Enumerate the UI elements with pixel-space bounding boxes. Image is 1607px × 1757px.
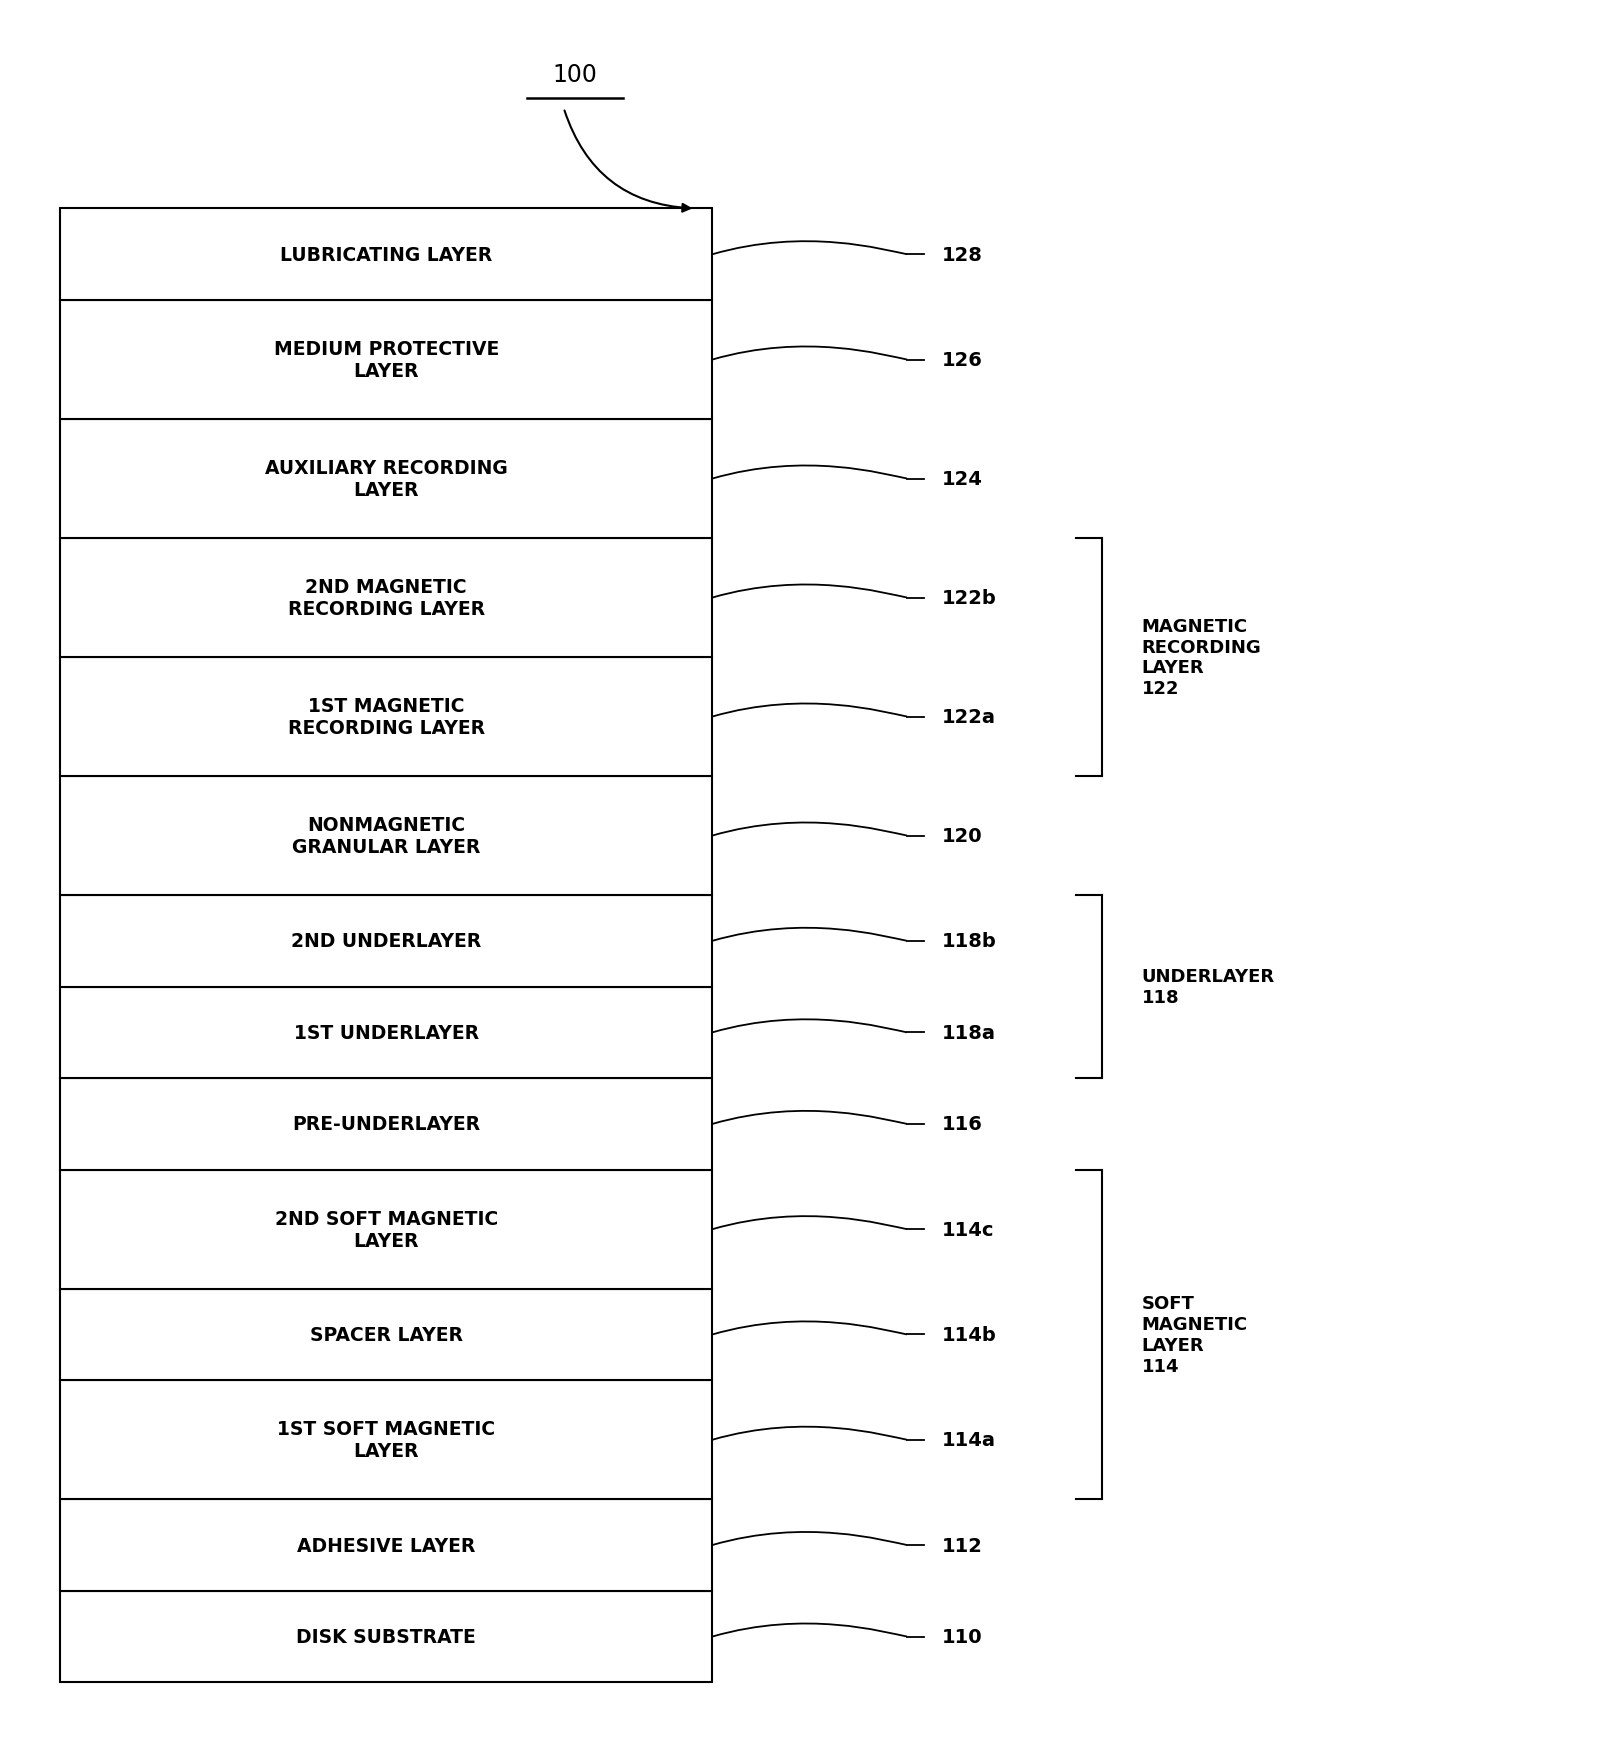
Bar — [59, 777, 712, 896]
Bar — [59, 987, 712, 1079]
Bar — [59, 1170, 712, 1290]
Text: MEDIUM PROTECTIVE
LAYER: MEDIUM PROTECTIVE LAYER — [273, 339, 498, 381]
Bar — [59, 657, 712, 777]
Bar — [59, 1290, 712, 1381]
Bar — [59, 1381, 712, 1499]
Text: 118a: 118a — [940, 1023, 995, 1042]
Text: 114c: 114c — [940, 1219, 993, 1239]
Text: 120: 120 — [940, 826, 982, 845]
Bar — [59, 300, 712, 420]
Text: 110: 110 — [940, 1627, 982, 1646]
Bar — [59, 896, 712, 987]
Text: 112: 112 — [940, 1536, 982, 1555]
Text: 2ND SOFT MAGNETIC
LAYER: 2ND SOFT MAGNETIC LAYER — [275, 1209, 498, 1249]
Text: 114a: 114a — [940, 1430, 995, 1450]
Text: SPACER LAYER: SPACER LAYER — [310, 1325, 463, 1344]
Text: 126: 126 — [940, 351, 982, 369]
Text: UNDERLAYER
118: UNDERLAYER 118 — [1141, 968, 1274, 1007]
Text: 124: 124 — [940, 469, 982, 488]
Bar — [59, 1499, 712, 1590]
Bar — [59, 1079, 712, 1170]
Text: 1ST MAGNETIC
RECORDING LAYER: 1ST MAGNETIC RECORDING LAYER — [288, 696, 484, 738]
Text: NONMAGNETIC
GRANULAR LAYER: NONMAGNETIC GRANULAR LAYER — [292, 815, 480, 857]
Text: PRE-UNDERLAYER: PRE-UNDERLAYER — [292, 1114, 480, 1133]
Text: DISK SUBSTRATE: DISK SUBSTRATE — [296, 1627, 476, 1646]
Text: MAGNETIC
RECORDING
LAYER
122: MAGNETIC RECORDING LAYER 122 — [1141, 617, 1260, 698]
Text: 1ST SOFT MAGNETIC
LAYER: 1ST SOFT MAGNETIC LAYER — [276, 1420, 495, 1460]
Text: 122a: 122a — [940, 708, 995, 727]
Text: LUBRICATING LAYER: LUBRICATING LAYER — [280, 246, 492, 265]
Text: AUXILIARY RECORDING
LAYER: AUXILIARY RECORDING LAYER — [265, 459, 508, 499]
Text: 100: 100 — [553, 63, 598, 86]
Text: 122b: 122b — [940, 589, 995, 608]
Bar — [59, 209, 712, 300]
Bar — [59, 539, 712, 657]
Text: 114b: 114b — [940, 1325, 995, 1344]
Text: ADHESIVE LAYER: ADHESIVE LAYER — [297, 1536, 476, 1555]
Text: 116: 116 — [940, 1114, 982, 1133]
Text: 2ND UNDERLAYER: 2ND UNDERLAYER — [291, 931, 480, 951]
Bar — [59, 420, 712, 539]
Text: 118b: 118b — [940, 931, 995, 951]
Text: 128: 128 — [940, 246, 982, 265]
Text: SOFT
MAGNETIC
LAYER
114: SOFT MAGNETIC LAYER 114 — [1141, 1295, 1247, 1376]
Bar — [59, 1590, 712, 1683]
Text: 1ST UNDERLAYER: 1ST UNDERLAYER — [294, 1023, 479, 1042]
Text: 2ND MAGNETIC
RECORDING LAYER: 2ND MAGNETIC RECORDING LAYER — [288, 578, 484, 618]
